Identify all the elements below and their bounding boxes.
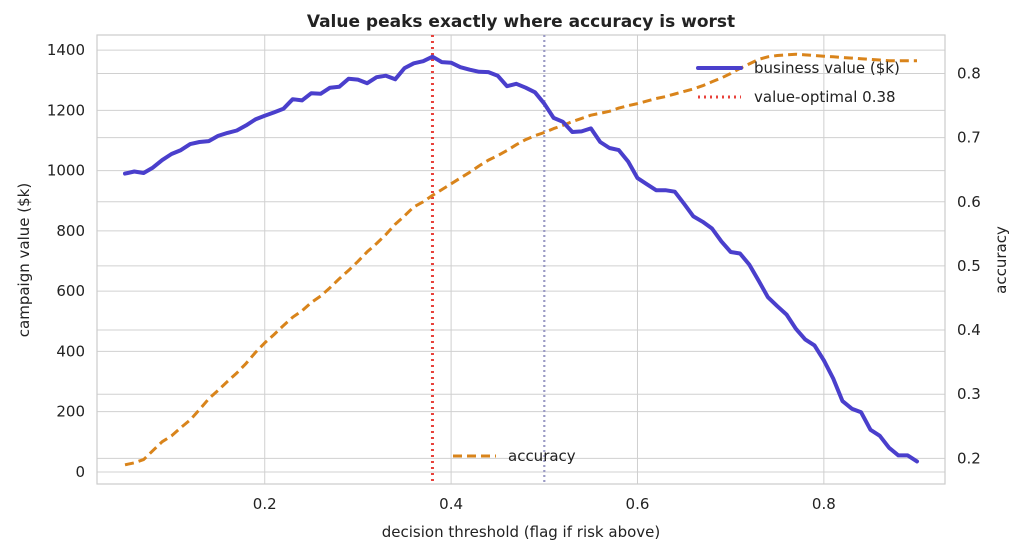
y-tick-label-left: 1200 [47,101,85,119]
legend-label-value-optimal: value-optimal 0.38 [754,88,896,106]
chart-title: Value peaks exactly where accuracy is wo… [307,12,735,32]
y-tick-label-right: 0.4 [957,321,981,339]
legend-label-business-value: business value ($k) [754,59,900,77]
y-tick-label-right: 0.8 [957,64,981,82]
y-tick-label-right: 0.6 [957,193,981,211]
series [123,52,919,467]
x-tick-label: 0.6 [626,495,650,513]
y-axis-label-left: campaign value ($k) [15,183,33,337]
y-tick-label-left: 0 [75,463,85,481]
business-value-line [123,54,919,464]
y-tick-label-right: 0.3 [957,385,981,403]
y-tick-label-left: 1400 [47,41,85,59]
y-tick-label-left: 600 [56,282,85,300]
legend-top-right: business value ($k) value-optimal 0.38 [696,59,900,106]
y-tick-label-left: 800 [56,222,85,240]
y-tick-label-right: 0.2 [957,449,981,467]
plot-frame [96,34,946,485]
x-tick-label: 0.4 [439,495,463,513]
x-tick-label: 0.8 [812,495,836,513]
y-tick-label-left: 1000 [47,162,85,180]
y-tick-label-left: 400 [56,342,85,360]
legend-label-accuracy: accuracy [508,447,576,465]
y-tick-label-right: 0.7 [957,129,981,147]
y-tick-label-right: 0.5 [957,257,981,275]
y-axis-label-right: accuracy [992,226,1010,294]
reference-lines [430,35,546,484]
tick-labels: 0.2 0.4 0.6 0.8 0 200 400 600 800 1000 1200 1400 0.2… [47,41,981,513]
grid [97,35,945,484]
x-axis-label: decision threshold (flag if risk above) [382,523,660,541]
x-tick-label: 0.2 [253,495,277,513]
legend-lower-center: accuracy [453,447,576,465]
accuracy-line [124,52,917,467]
y-tick-label-left: 200 [56,403,85,421]
